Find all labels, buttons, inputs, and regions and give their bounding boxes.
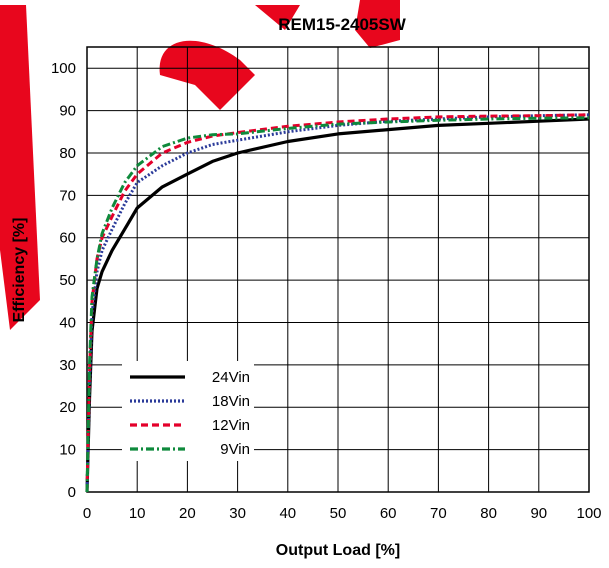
legend-label-18vin: 18Vin xyxy=(212,393,250,410)
y-tick-label: 80 xyxy=(59,145,76,162)
legend-label-9vin: 9Vin xyxy=(220,441,250,458)
x-tick-label: 60 xyxy=(380,505,397,522)
y-tick-label: 70 xyxy=(59,187,76,204)
x-tick-label: 80 xyxy=(480,505,497,522)
y-tick-label: 10 xyxy=(59,442,76,459)
y-tick-label: 90 xyxy=(59,103,76,120)
y-tick-label: 20 xyxy=(59,399,76,416)
x-tick-label: 100 xyxy=(576,505,601,522)
x-tick-label: 20 xyxy=(179,505,196,522)
y-tick-label: 30 xyxy=(59,357,76,374)
x-tick-label: 40 xyxy=(279,505,296,522)
legend-label-12vin: 12Vin xyxy=(212,417,250,434)
x-tick-label: 0 xyxy=(83,505,91,522)
y-tick-label: 0 xyxy=(68,484,76,501)
x-tick-label: 50 xyxy=(330,505,347,522)
legend: 24Vin 18Vin 12Vin 9Vin xyxy=(122,361,254,461)
y-tick-label: 40 xyxy=(59,314,76,331)
y-tick-label: 50 xyxy=(59,272,76,289)
chart-title: REM15-2405SW xyxy=(278,15,407,34)
x-tick-label: 30 xyxy=(229,505,246,522)
legend-label-24vin: 24Vin xyxy=(212,369,250,386)
x-axis-title: Output Load [%] xyxy=(276,542,400,559)
y-axis-title: Efficiency [%] xyxy=(11,218,28,323)
y-tick-label: 100 xyxy=(51,60,76,77)
x-tick-label: 90 xyxy=(530,505,547,522)
y-tick-label: 60 xyxy=(59,230,76,247)
x-tick-label: 10 xyxy=(129,505,146,522)
x-tick-label: 70 xyxy=(430,505,447,522)
